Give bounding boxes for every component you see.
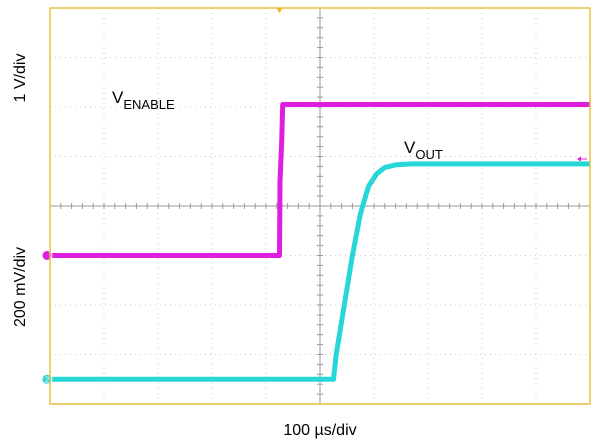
plot-frame bbox=[49, 7, 591, 405]
trigger-marker bbox=[276, 8, 283, 13]
channel-markers: 2 bbox=[41, 8, 587, 385]
vout-label: VOUT bbox=[404, 138, 443, 162]
traces bbox=[50, 102, 590, 382]
y-axis-label-bottom: 200 mV/div bbox=[12, 247, 29, 327]
vout-trace bbox=[50, 161, 590, 382]
x-axis-label: 100 µs/div bbox=[283, 422, 356, 439]
venable-label: VENABLE bbox=[112, 88, 175, 112]
y-axis-label-top: 1 V/div bbox=[12, 54, 29, 103]
channel-2-marker-label: 2 bbox=[45, 375, 50, 384]
reference-arrow-head bbox=[577, 156, 581, 162]
venable-trace bbox=[50, 102, 590, 258]
graticule bbox=[50, 8, 590, 404]
